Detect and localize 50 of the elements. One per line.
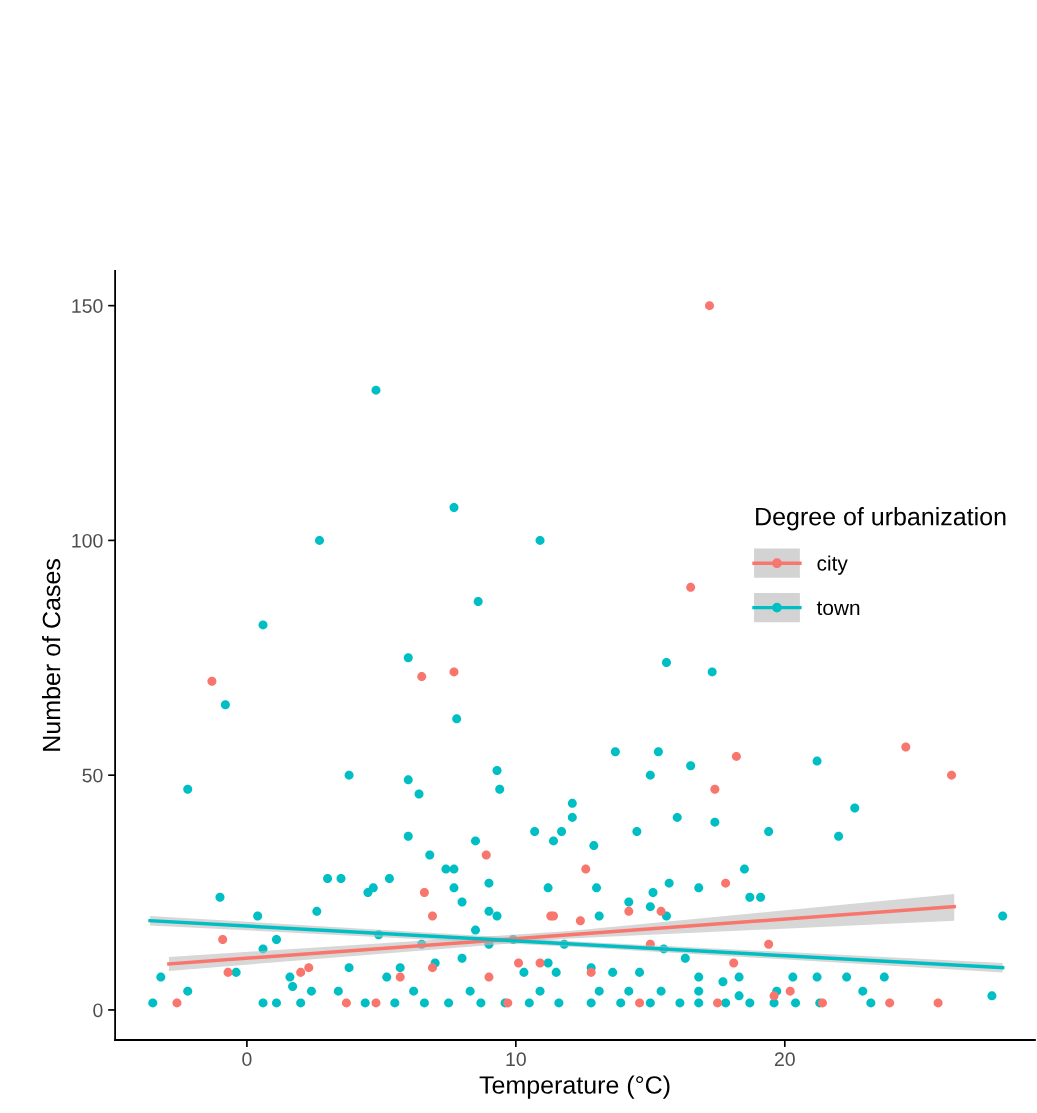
point xyxy=(395,972,405,982)
point xyxy=(484,972,494,982)
point xyxy=(624,906,634,916)
point xyxy=(296,967,306,977)
point xyxy=(172,998,182,1008)
point xyxy=(575,916,585,926)
point xyxy=(731,751,741,761)
x-tick-label: 0 xyxy=(242,1052,252,1067)
x-tick-label: 20 xyxy=(774,1052,795,1067)
point xyxy=(947,770,957,780)
y-axis-title: Number of Cases xyxy=(42,559,61,751)
point xyxy=(218,935,228,945)
point xyxy=(769,991,779,1001)
point xyxy=(449,667,459,677)
point xyxy=(785,986,795,996)
point xyxy=(514,958,524,968)
point xyxy=(704,301,714,311)
y-tick-label: 0 xyxy=(93,1003,103,1018)
point xyxy=(304,963,314,973)
point xyxy=(933,998,943,1008)
legend-label: city xyxy=(817,555,848,575)
point xyxy=(656,906,666,916)
point xyxy=(371,998,381,1008)
point xyxy=(901,742,911,752)
point xyxy=(710,784,720,794)
point xyxy=(419,888,429,898)
point xyxy=(427,911,437,921)
legend-title: Degree of urbanization xyxy=(756,507,1006,531)
point xyxy=(721,878,731,888)
legend-label: town xyxy=(816,601,860,616)
point xyxy=(417,672,427,682)
point xyxy=(635,998,645,1008)
y-tick-label: 150 xyxy=(72,299,103,313)
point xyxy=(885,998,895,1008)
y-tick-label: 100 xyxy=(72,533,103,548)
point xyxy=(686,582,696,592)
point xyxy=(223,967,233,977)
point xyxy=(535,958,545,968)
point xyxy=(586,967,596,977)
point xyxy=(341,998,351,1008)
point xyxy=(427,963,437,973)
point xyxy=(481,850,491,860)
point xyxy=(764,939,774,949)
point xyxy=(713,998,723,1008)
y-tick-label: 50 xyxy=(82,768,103,783)
point xyxy=(729,958,739,968)
x-axis-title: Temperature (°C) xyxy=(479,1075,670,1099)
x-tick-label: 10 xyxy=(506,1052,526,1067)
point xyxy=(581,864,591,874)
point xyxy=(207,676,217,686)
